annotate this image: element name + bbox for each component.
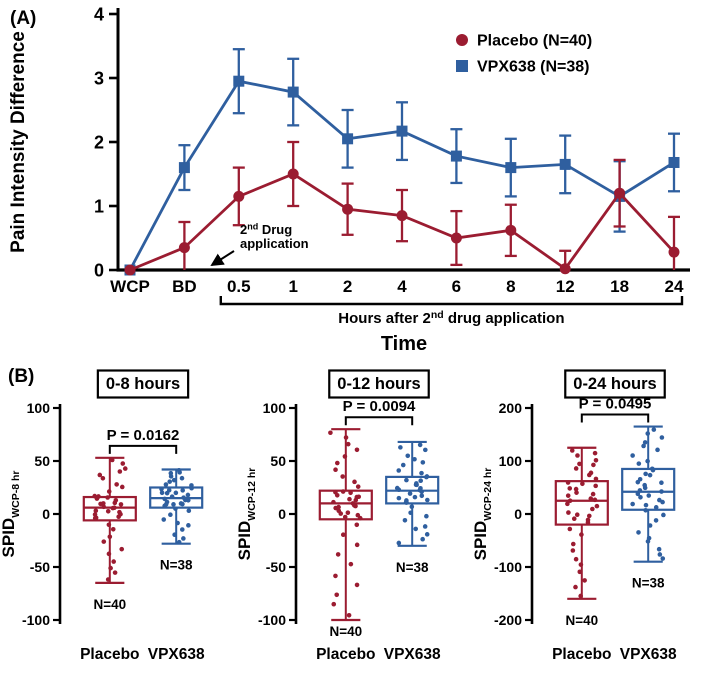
svg-text:0.5: 0.5: [227, 277, 251, 296]
svg-text:-100: -100: [22, 612, 50, 628]
svg-text:Pain Intensity Difference: Pain Intensity Difference: [8, 31, 29, 253]
svg-text:SPIDWCP-24 hr: SPIDWCP-24 hr: [472, 468, 494, 561]
svg-text:2: 2: [343, 277, 352, 296]
svg-text:VPX638: VPX638: [384, 646, 441, 663]
svg-text:1: 1: [288, 277, 297, 296]
svg-text:Placebo: Placebo: [80, 646, 139, 663]
svg-text:100: 100: [499, 453, 523, 469]
svg-text:100: 100: [27, 400, 51, 416]
svg-text:-200: -200: [494, 612, 522, 628]
svg-text:18: 18: [610, 277, 629, 296]
svg-text:N=40: N=40: [329, 624, 362, 639]
svg-text:24: 24: [665, 277, 684, 296]
svg-text:4: 4: [94, 5, 104, 25]
svg-text:12: 12: [556, 277, 575, 296]
panel-b: (B) 0-8 hours -100 -50 0 50 100 SPIDWCP-8 hr Pl…: [0, 362, 709, 680]
svg-text:WCP: WCP: [110, 277, 150, 296]
svg-text:-100: -100: [494, 559, 522, 575]
panel-a: (A) 0 1 2 3 4 Pain Intensity Difference WCP BD 0…: [8, 5, 690, 355]
svg-text:3: 3: [94, 69, 104, 89]
boxplot-0-8-hours: 0-8 hours -100 -50 0 50 100 SPIDWCP-8 hr Placeb…: [0, 369, 205, 663]
svg-text:Placebo: Placebo: [552, 646, 611, 663]
svg-text:Placebo (N=40): Placebo (N=40): [477, 33, 592, 50]
svg-text:P = 0.0495: P = 0.0495: [579, 396, 652, 413]
boxplot-0-24-hours: 0-24 hours -200 -100 0 100 200 SPIDWCP-24 hr Pl…: [472, 369, 677, 663]
svg-text:-100: -100: [258, 612, 286, 628]
svg-text:2: 2: [94, 133, 104, 153]
svg-text:VPX638: VPX638: [620, 646, 677, 663]
svg-text:6: 6: [452, 277, 461, 296]
svg-text:2nd Drug: 2nd Drug: [240, 221, 292, 237]
svg-text:application: application: [240, 236, 309, 251]
svg-text:-50: -50: [266, 559, 286, 575]
svg-text:-50: -50: [30, 559, 50, 575]
svg-text:N=38: N=38: [632, 576, 665, 591]
svg-text:200: 200: [499, 400, 523, 416]
svg-text:SPIDWCP-12 hr: SPIDWCP-12 hr: [236, 468, 258, 561]
svg-text:N=38: N=38: [396, 560, 429, 575]
svg-text:100: 100: [263, 400, 287, 416]
svg-text:0-24 hours: 0-24 hours: [573, 375, 656, 393]
svg-text:Hours after 2nd drug applicati: Hours after 2nd drug application: [338, 309, 564, 327]
svg-text:0: 0: [42, 506, 50, 522]
svg-text:SPIDWCP-8 hr: SPIDWCP-8 hr: [0, 471, 22, 558]
boxplot-row: 0-8 hours -100 -50 0 50 100 SPIDWCP-8 hr Placeb…: [0, 362, 709, 680]
svg-text:0-12 hours: 0-12 hours: [337, 375, 420, 393]
svg-text:Time: Time: [381, 333, 427, 355]
svg-text:8: 8: [506, 277, 515, 296]
svg-text:50: 50: [270, 453, 286, 469]
panel-a-label: (A): [10, 8, 37, 29]
svg-text:N=40: N=40: [565, 613, 598, 628]
svg-text:Placebo: Placebo: [316, 646, 375, 663]
svg-text:50: 50: [34, 453, 50, 469]
svg-text:1: 1: [94, 197, 104, 217]
svg-text:N=38: N=38: [160, 558, 193, 573]
svg-text:VPX638 (N=38): VPX638 (N=38): [477, 59, 590, 76]
svg-text:P = 0.0094: P = 0.0094: [343, 398, 416, 415]
svg-text:0: 0: [94, 261, 104, 281]
panel-b-label: (B): [8, 366, 35, 387]
svg-text:BD: BD: [172, 277, 197, 296]
svg-text:4: 4: [397, 277, 407, 296]
svg-text:P = 0.0162: P = 0.0162: [107, 427, 180, 444]
svg-text:N=40: N=40: [93, 597, 126, 612]
svg-text:0-8 hours: 0-8 hours: [106, 375, 180, 393]
svg-text:VPX638: VPX638: [148, 646, 205, 663]
svg-text:0: 0: [514, 506, 522, 522]
boxplot-0-12-hours: 0-12 hours -100 -50 0 50 100 SPIDWCP-12 hr Plac…: [236, 369, 441, 663]
svg-text:0: 0: [278, 506, 286, 522]
